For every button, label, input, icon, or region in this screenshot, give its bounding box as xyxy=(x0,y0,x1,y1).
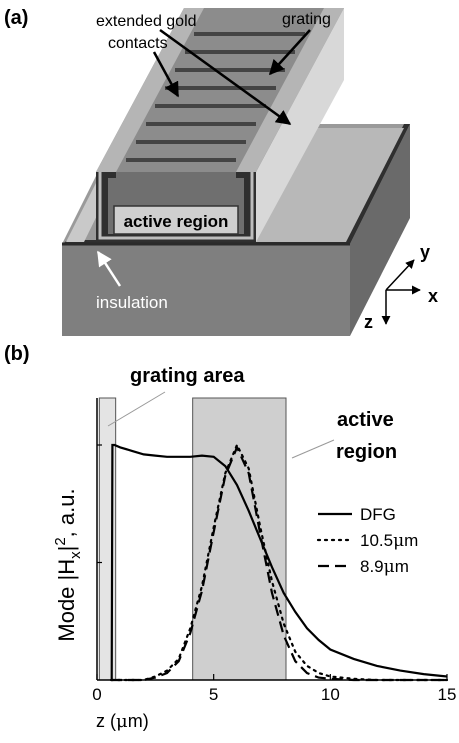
insulation-outline xyxy=(96,172,256,242)
grating-area-label: grating area xyxy=(130,365,245,387)
gold-contacts-arrow-1 xyxy=(152,51,180,98)
x-axis-title: z (μm) xyxy=(96,711,149,732)
shaded-regions xyxy=(98,397,287,681)
ridge-right-face xyxy=(256,8,344,242)
x-tick-label: 5 xyxy=(209,685,218,704)
substrate-right-face xyxy=(350,124,410,336)
legend-label: 8.9μm xyxy=(360,557,409,577)
gold-contact-front xyxy=(98,172,254,240)
grating-arrow xyxy=(268,29,311,76)
series-line-solid xyxy=(110,443,448,681)
grating-area-pointer xyxy=(107,391,166,427)
plot-ticks: 0 5 10 15 xyxy=(92,444,457,704)
gold-ledge-right xyxy=(252,128,404,242)
y-axis-label: y xyxy=(420,242,430,262)
gold-rail-right xyxy=(236,8,344,172)
x-tick-label: 15 xyxy=(438,685,457,704)
y-axis-title: Mode |Hx|2, a.u. xyxy=(52,488,84,641)
x-tick-label: 0 xyxy=(92,685,101,704)
gold-rail-left xyxy=(96,8,204,172)
insulation-arrow xyxy=(96,250,122,287)
active-region-label-line1: active xyxy=(337,409,394,431)
shaded-region-active xyxy=(192,397,287,681)
active-region-label-line2: region xyxy=(336,441,397,463)
x-tick-label: 10 xyxy=(321,685,340,704)
y-axis-arrow xyxy=(385,259,415,291)
device-3d-drawing: active region xyxy=(62,8,410,336)
legend-label: 10.5μm xyxy=(360,531,418,551)
panel-b-label: (b) xyxy=(4,343,30,365)
panel-a-label: (a) xyxy=(4,7,28,29)
grating-bars xyxy=(126,32,305,162)
coordinate-axes: x y z xyxy=(364,242,438,332)
panel-b: (b) 0 5 10 15 grating area active region DF… xyxy=(4,343,456,732)
active-region-pointer xyxy=(291,439,335,459)
grating-label: grating xyxy=(282,11,331,28)
gold-contacts-label-line1: extended gold xyxy=(96,13,197,30)
gold-contacts-arrow-2 xyxy=(159,28,292,126)
legend-label: DFG xyxy=(360,505,396,524)
x-axis-label: x xyxy=(428,286,438,306)
mode-profile-plot: 0 5 10 15 xyxy=(92,397,457,704)
gold-contacts-label-line2: contacts xyxy=(108,35,168,52)
panel-a: (a) xyxy=(4,7,438,336)
insulation-label: insulation xyxy=(96,293,168,312)
z-axis-label: z xyxy=(364,312,373,332)
active-region-label: active region xyxy=(124,212,229,231)
legend: DFG 10.5μm 8.9μm xyxy=(316,505,418,577)
active-region-box xyxy=(113,205,239,235)
substrate-front-face xyxy=(62,244,350,336)
